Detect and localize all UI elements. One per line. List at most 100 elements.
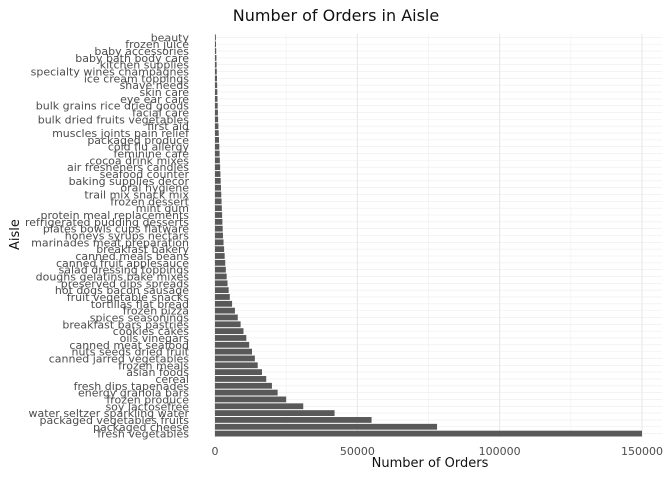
bar: [215, 82, 218, 89]
bar: [215, 335, 247, 341]
y-tick-label: feminine care: [113, 148, 189, 161]
bar: [215, 191, 222, 198]
y-tick-label: plates bowls cups flatware: [43, 223, 189, 236]
y-tick-label: cocoa drink mixes: [89, 154, 189, 167]
bar: [215, 48, 217, 54]
y-tick-label: honeys syrups nectars: [65, 230, 189, 243]
y-tick-label: salad dressing toppings: [59, 264, 190, 277]
bar: [215, 423, 438, 430]
bar: [215, 430, 642, 437]
y-tick-label: facial care: [132, 107, 189, 120]
bar: [215, 417, 372, 423]
y-tick-label: baby accessories: [94, 45, 189, 58]
y-tick-label: packaged cheese: [93, 421, 189, 434]
bar: [215, 300, 233, 307]
bar: [215, 143, 220, 150]
y-tick-label: cold flu allergy: [108, 141, 190, 154]
bar: [215, 239, 224, 246]
y-tick-label: packaged vegetables fruits: [40, 414, 190, 427]
y-tick-label: spices seasonings: [90, 311, 189, 324]
bar: [215, 307, 235, 314]
y-tick-label: bulk dried fruits vegetables: [38, 113, 190, 126]
y-tick-label: frozen produce: [106, 393, 189, 406]
bar: [215, 376, 267, 382]
y-tick-label: canned meat seafood: [69, 339, 189, 352]
y-tick-label: first aid: [147, 120, 189, 133]
bar: [215, 41, 216, 48]
bar: [215, 348, 253, 355]
bar: [215, 61, 217, 68]
bar: [215, 328, 244, 335]
bar: [215, 164, 221, 171]
x-tick-label: 150000: [621, 445, 663, 458]
y-tick-label: preserved dips spreads: [61, 277, 190, 290]
y-tick-label: breakfast bakery: [96, 243, 189, 256]
y-tick-label: cookies cakes: [113, 325, 189, 338]
y-tick-label: fresh dips tapenades: [74, 380, 190, 393]
y-tick-label: protein meal replacements: [40, 209, 189, 222]
bar: [215, 369, 262, 376]
bar: [215, 259, 226, 266]
y-tick-label: muscles joints pain relief: [52, 127, 190, 140]
bar: [215, 225, 223, 232]
x-tick-label: 0: [212, 445, 219, 458]
bar: [215, 266, 226, 273]
y-tick-label: beauty: [151, 31, 190, 44]
bar: [215, 362, 258, 369]
bar: [215, 232, 223, 239]
bar: [215, 89, 218, 95]
bar: [215, 205, 222, 212]
y-tick-label: breakfast bars pastries: [62, 318, 189, 331]
y-tick-label: baking supplies decor: [69, 175, 190, 188]
y-tick-label: soy lactosefree: [105, 400, 189, 413]
x-tick-label: 100000: [479, 445, 521, 458]
y-tick-label: nuts seeds dried fruit: [71, 346, 189, 359]
y-tick-label: packaged produce: [87, 134, 189, 147]
y-tick-label: skin care: [140, 86, 190, 99]
y-tick-label: ice cream toppings: [84, 72, 189, 85]
bar: [215, 177, 221, 184]
bar: [215, 246, 225, 253]
y-tick-label: doughs gelatins bake mixes: [36, 270, 190, 283]
bar: [215, 95, 218, 102]
y-tick-label: asian foods: [126, 366, 189, 379]
y-tick-label: trail mix snack mix: [84, 189, 189, 202]
bar: [215, 55, 217, 61]
y-tick-label: frozen juice: [125, 38, 189, 51]
y-tick-label: bulk grains rice dried goods: [36, 100, 190, 113]
y-tick-label: kitchen supplies: [100, 59, 190, 72]
y-tick-label: refrigerated pudding desserts: [25, 216, 189, 229]
y-tick-label: specialty wines champagnes: [31, 66, 190, 79]
x-tick-label: 50000: [340, 445, 375, 458]
bar: [215, 75, 217, 82]
bar: [215, 389, 278, 396]
y-tick-label: water seltzer sparkling water: [28, 407, 189, 420]
y-tick-label: energy granola bars: [78, 387, 189, 400]
chart-title: Number of Orders in Aisle: [232, 6, 440, 25]
y-tick-label: shave needs: [120, 79, 190, 92]
y-tick-label: frozen pizza: [123, 305, 189, 318]
bar: [215, 382, 272, 389]
y-tick-label: baby bath body care: [75, 52, 189, 65]
y-tick-label: canned meals beans: [75, 250, 189, 263]
bar: [215, 287, 229, 294]
y-tick-label: hot dogs bacon sausage: [55, 284, 189, 297]
y-tick-label: frozen meals: [118, 359, 189, 372]
bar: [215, 410, 335, 416]
bar: [215, 218, 223, 225]
y-tick-label: cereal: [155, 373, 189, 386]
bar: [215, 294, 230, 300]
y-tick-label: tortillas flat bread: [91, 298, 189, 311]
bar: [215, 198, 222, 205]
bar: [215, 171, 221, 177]
bar: [215, 403, 304, 410]
y-tick-label: fresh vegetables: [97, 428, 189, 441]
bar: [215, 212, 223, 218]
bar: [215, 341, 250, 348]
bar: [215, 130, 219, 136]
y-tick-label: oils vinegars: [120, 332, 190, 345]
bar: [215, 34, 216, 41]
y-tick-label: fruit vegetable snacks: [67, 291, 189, 304]
